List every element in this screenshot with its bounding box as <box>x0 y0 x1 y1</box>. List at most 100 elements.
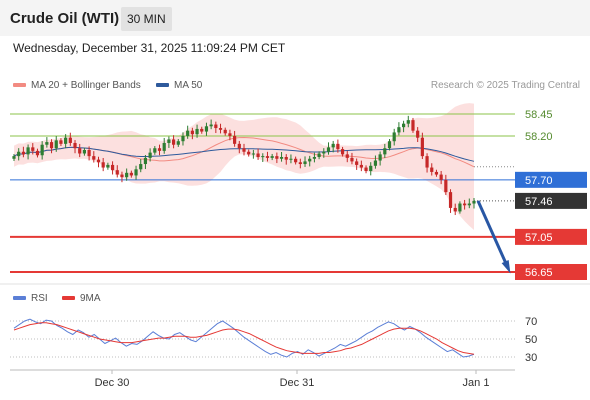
candle-body <box>265 156 270 158</box>
candle-body <box>256 153 260 158</box>
candle-body <box>45 142 49 145</box>
candle-body <box>242 148 246 152</box>
candle-body <box>336 143 340 150</box>
legend-label-rsi: RSI <box>31 293 48 304</box>
candle-body <box>392 132 396 142</box>
candle-body <box>340 149 345 155</box>
candle-body <box>171 139 176 145</box>
legend-bollinger: MA 20 + Bollinger Bands <box>13 80 141 91</box>
candle-body <box>40 144 44 156</box>
candle-body <box>289 158 293 160</box>
candle-body <box>251 153 255 155</box>
candle-body <box>129 172 133 176</box>
candle-body <box>139 164 143 170</box>
candle-body <box>401 123 406 128</box>
candle-body <box>463 203 467 206</box>
x-axis-tick-label: Dec 30 <box>95 377 130 389</box>
legend-swatch-ma50 <box>156 83 169 88</box>
rsi-tick-label: 30 <box>525 352 537 364</box>
support-label-box <box>515 228 587 245</box>
candle-body <box>359 164 363 168</box>
candle-body <box>237 143 241 149</box>
candle-body <box>96 159 101 163</box>
legend-label-rsi-ma: 9MA <box>80 293 101 304</box>
candle-body <box>186 130 190 136</box>
candle-body <box>228 133 232 136</box>
last-price-label: 57.46 <box>525 196 553 208</box>
support-label-box <box>515 264 587 280</box>
candle-body <box>148 152 152 158</box>
candle-body <box>406 120 410 124</box>
candle-body <box>247 151 251 155</box>
candle-body <box>12 156 16 159</box>
candle-body <box>472 200 476 204</box>
candle-body <box>214 124 218 129</box>
candle-body <box>294 158 298 163</box>
candle-body <box>397 127 401 133</box>
candle-body <box>223 129 227 134</box>
candle-body <box>308 158 312 162</box>
legend-label-bollinger: MA 20 + Bollinger Bands <box>31 80 141 91</box>
candle-body <box>92 156 96 160</box>
candle-body <box>134 169 138 176</box>
candle-body <box>355 161 359 165</box>
timeframe-button[interactable]: 30 MIN <box>121 7 172 31</box>
candle-body <box>59 140 63 144</box>
candle-body <box>345 154 349 158</box>
candle-body <box>64 137 68 144</box>
candle-body <box>322 151 326 154</box>
candle-body <box>204 126 209 132</box>
candle-body <box>31 147 35 151</box>
candle-body <box>78 148 82 154</box>
candle-body <box>378 154 382 161</box>
projection-arrow-head <box>501 260 511 274</box>
support-label: 56.65 <box>525 267 553 279</box>
credit-text: Research © 2025 Trading Central <box>430 80 580 91</box>
candle-body <box>317 153 321 158</box>
rsi-tick-label: 50 <box>525 334 537 346</box>
candle-body <box>167 139 171 143</box>
candle-body <box>364 167 368 172</box>
last-price-label-box <box>515 192 587 209</box>
legend-rsi: RSI <box>13 293 48 304</box>
candle-body <box>458 203 462 212</box>
candle-body <box>275 156 279 159</box>
timestamp: Wednesday, December 31, 2025 11:09:24 PM… <box>13 41 286 55</box>
candle-body <box>110 164 115 171</box>
legend-label-ma50: MA 50 <box>174 80 203 91</box>
projection-arrow-shaft <box>476 200 510 269</box>
candle-body <box>326 147 331 152</box>
candle-body <box>373 160 378 166</box>
support-label: 57.05 <box>525 232 553 244</box>
candle-body <box>233 135 237 144</box>
candle-body <box>331 143 335 148</box>
legend-swatch-ma20 <box>13 83 26 88</box>
candle-body <box>448 192 453 208</box>
candle-body <box>73 142 77 149</box>
legend-swatch-rsi <box>13 296 26 301</box>
candle-body <box>383 148 387 155</box>
candle-body <box>279 157 284 159</box>
candle-body <box>35 150 40 156</box>
candle-body <box>125 172 129 178</box>
candle-body <box>439 174 443 180</box>
candle-body <box>106 164 110 168</box>
candle-body <box>17 151 21 157</box>
candle-body <box>153 148 157 153</box>
candle-body <box>261 156 265 158</box>
candle-body <box>26 147 30 155</box>
candle-body <box>284 157 288 160</box>
bollinger-band <box>14 103 474 230</box>
candle-body <box>312 157 317 159</box>
candle-body <box>101 162 105 168</box>
candle-body <box>420 137 424 157</box>
candle-body <box>120 174 124 178</box>
candle-body <box>467 203 471 206</box>
candle-body <box>209 124 213 127</box>
candle-body <box>54 140 58 149</box>
candle-body <box>190 130 194 135</box>
rsi-line <box>13 318 475 358</box>
candle-body <box>176 141 180 145</box>
candle-body <box>181 135 185 142</box>
